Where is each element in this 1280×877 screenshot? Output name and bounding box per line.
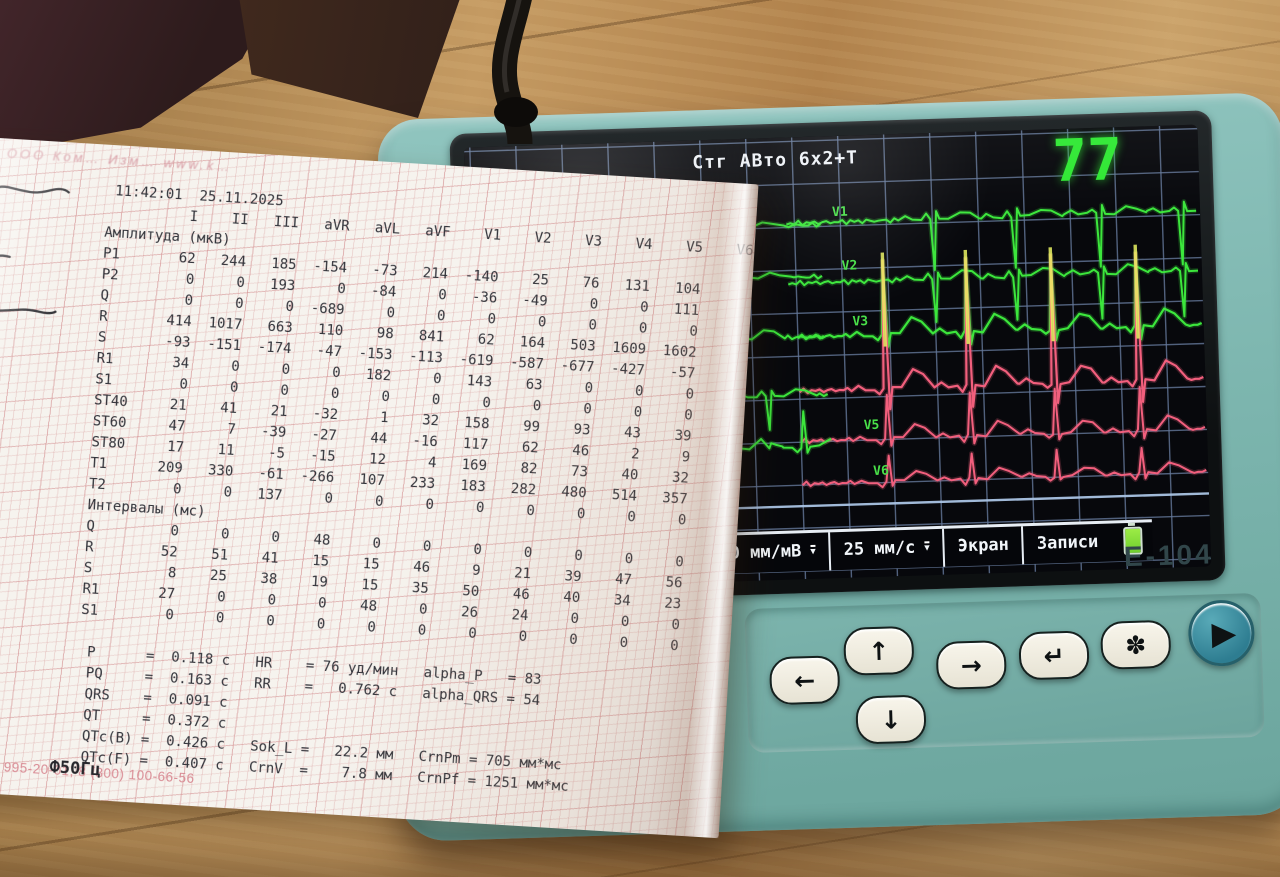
menu-item-2[interactable]: 25 мм/с ▼ <box>828 528 944 571</box>
menu-item-3[interactable]: Экран <box>942 526 1023 567</box>
start-key[interactable]: ▶ <box>1187 599 1256 668</box>
down-arrow-icon: ↓ <box>880 704 902 735</box>
device-model-label: E-104 <box>1123 538 1215 573</box>
menu-item-label: 25 мм/с <box>843 537 916 560</box>
menu-item-label: Экран <box>957 534 1010 557</box>
down-arrow-key[interactable]: ↓ <box>855 694 927 745</box>
screen-lead-label-V5: V5 <box>863 418 879 433</box>
settings-key[interactable]: ✽ <box>1099 619 1172 670</box>
enter-key[interactable]: ↵ <box>1018 630 1090 681</box>
filter-note: Ф50Гц <box>48 757 102 781</box>
menu-item-label: Записи <box>1036 531 1099 554</box>
screen-lead-label-V2: V2 <box>841 258 857 273</box>
keypad-panel: ← ↑ ↓ → ↵ ✽ ▶ <box>744 592 1265 754</box>
menu-item-label: 0 мм/мВ <box>729 541 802 564</box>
up-arrow-key[interactable]: ↑ <box>843 625 915 676</box>
heart-rate-value: 77 <box>1051 125 1124 196</box>
right-arrow-icon: → <box>960 650 983 680</box>
dropdown-triangle-icon: ▼ <box>810 544 816 557</box>
left-arrow-key[interactable]: ← <box>768 655 841 706</box>
menu-item-4[interactable]: Записи <box>1021 523 1112 565</box>
dropdown-triangle-icon: ▼ <box>924 541 930 554</box>
start-icon: ▶ <box>1211 613 1237 653</box>
screen-lead-label-V6: V6 <box>873 463 889 478</box>
ecg-printout-paper: ООО Ком… Изм… www.k… 11:42:01 25.11.2025… <box>0 135 759 839</box>
right-arrow-key[interactable]: → <box>935 639 1008 691</box>
up-arrow-icon: ↑ <box>867 636 890 666</box>
printed-waveforms <box>0 152 70 315</box>
printout-text: 11:42:01 25.11.2025 I II III aVR aVL aVF… <box>72 181 756 808</box>
screen-lead-label-V3: V3 <box>852 314 868 329</box>
left-arrow-icon: ← <box>793 665 816 696</box>
screen-lead-label-V1: V1 <box>832 205 848 220</box>
enter-icon: ↵ <box>1043 640 1065 671</box>
settings-icon: ✽ <box>1124 629 1147 660</box>
